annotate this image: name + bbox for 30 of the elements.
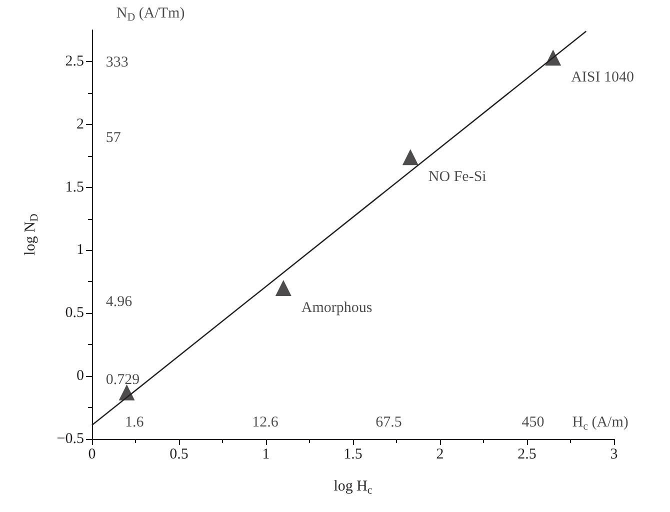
x-tick-label: 2 <box>436 446 444 462</box>
x-tick-label: 1.5 <box>344 446 362 462</box>
x-tick-label: 0.5 <box>170 446 188 462</box>
y-tick-label: 1.5 <box>65 179 84 196</box>
point <box>545 50 562 66</box>
y-tick-label: −0.5 <box>56 431 84 447</box>
annotation: 57 <box>106 130 122 146</box>
annotation: 333 <box>106 54 128 71</box>
data-label: AISI 1040 <box>571 70 634 86</box>
x-tick-label: 1 <box>262 446 270 462</box>
annotation: 12.6 <box>252 414 279 431</box>
y-tick-label: 2 <box>76 116 84 132</box>
y-tick-label: 0.5 <box>65 305 84 322</box>
point <box>402 149 418 166</box>
point <box>275 280 292 296</box>
annotation: 0.729 <box>106 372 140 388</box>
x-tick-label: 0 <box>88 446 96 462</box>
data-label: NO Fe-Si <box>428 169 486 186</box>
y-tick-label: 0 <box>76 368 84 384</box>
annotation: 67.5 <box>376 414 402 431</box>
x-tick-label: 3 <box>610 446 618 462</box>
annotation: 450 <box>522 414 544 431</box>
point <box>118 384 135 400</box>
x-tick-label: 2.5 <box>518 446 536 462</box>
y-tick-label: 2.5 <box>65 53 84 70</box>
annotation: 1.6 <box>125 414 144 431</box>
annotation: 4.96 <box>106 294 133 310</box>
y-axis-title: log ND <box>22 214 40 256</box>
y-tick-label: 1 <box>76 242 84 258</box>
data-label: Amorphous <box>301 300 372 316</box>
